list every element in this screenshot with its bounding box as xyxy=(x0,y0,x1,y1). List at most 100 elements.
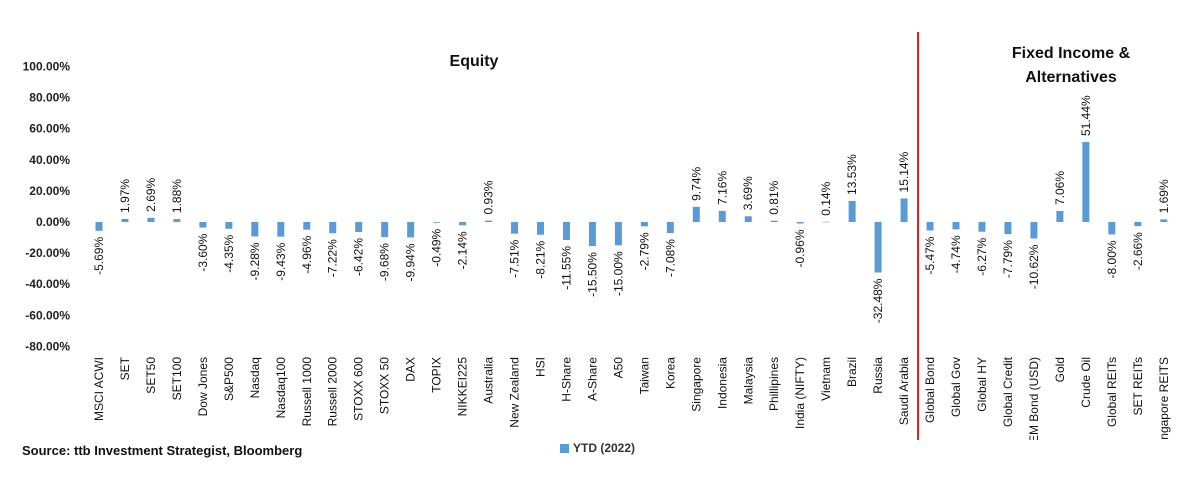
bar xyxy=(744,216,752,222)
legend-swatch xyxy=(560,443,569,453)
bar xyxy=(355,222,363,232)
bar xyxy=(407,222,415,238)
data-label: -15.00% xyxy=(611,251,625,296)
data-label: -7.08% xyxy=(663,239,677,277)
data-label: -0.49% xyxy=(430,228,444,266)
bar xyxy=(692,206,700,222)
data-label: 0.14% xyxy=(819,181,833,215)
bar xyxy=(251,222,259,237)
bar xyxy=(1004,222,1012,235)
y-tick-label: -60.00% xyxy=(25,308,70,322)
bar xyxy=(900,198,908,222)
data-label: 1.88% xyxy=(170,179,184,213)
bar xyxy=(978,222,986,232)
data-label: -7.79% xyxy=(1001,240,1015,278)
data-label: -9.68% xyxy=(378,243,392,281)
bar xyxy=(562,222,570,240)
legend: YTD (2022) xyxy=(560,441,635,455)
bars xyxy=(95,142,1168,273)
data-label: 0.81% xyxy=(767,180,781,214)
category-label: Singapore xyxy=(689,357,703,412)
y-tick-label: 0.00% xyxy=(36,215,70,229)
y-tick-label: -20.00% xyxy=(25,246,70,260)
bar xyxy=(874,222,882,273)
category-label: Russell 1000 xyxy=(300,357,314,427)
bar xyxy=(588,222,596,247)
data-label: -2.14% xyxy=(456,231,470,269)
bar xyxy=(1056,211,1064,222)
bar xyxy=(536,222,544,235)
category-label: Global HY xyxy=(975,357,989,412)
bar xyxy=(433,222,441,223)
data-label: -15.50% xyxy=(585,252,599,297)
data-label: 3.69% xyxy=(741,176,755,210)
bar xyxy=(614,222,622,246)
data-label: -4.74% xyxy=(949,235,963,273)
y-tick-label: -40.00% xyxy=(25,277,70,291)
data-label: -6.42% xyxy=(352,238,366,276)
category-label: Nasdaq100 xyxy=(274,357,288,419)
y-tick-label: 80.00% xyxy=(29,91,70,105)
data-label: -2.79% xyxy=(637,232,651,270)
data-label: -4.35% xyxy=(222,234,236,272)
bar xyxy=(822,221,830,223)
category-label: MSCI ACWI xyxy=(92,357,106,421)
category-label: TOPIX xyxy=(430,357,444,393)
bar xyxy=(796,222,804,224)
category-label: Phillipines xyxy=(767,357,781,411)
category-label: EM Bond (USD) xyxy=(1027,357,1041,440)
category-label: India (NIFTY) xyxy=(793,357,807,429)
data-label: 1.97% xyxy=(118,179,132,213)
category-label: A50 xyxy=(611,357,625,379)
data-label: 2.69% xyxy=(144,177,158,211)
category-label: SET50 xyxy=(144,357,158,394)
data-label: -5.47% xyxy=(923,236,937,274)
bar xyxy=(1082,142,1090,222)
bar xyxy=(770,220,778,222)
category-label: Gold xyxy=(1053,357,1067,382)
category-label: STOXX 600 xyxy=(352,357,366,421)
bar xyxy=(121,218,129,222)
data-label: 1.69% xyxy=(1157,179,1171,213)
data-label: 51.44% xyxy=(1079,95,1093,136)
bar xyxy=(303,222,311,230)
section-title-equity: Equity xyxy=(450,53,499,70)
bar xyxy=(511,222,519,234)
category-label: STOXX 50 xyxy=(378,357,392,414)
category-label: Nasdaq xyxy=(248,357,262,398)
data-label: -8.21% xyxy=(533,240,547,278)
category-label: SET REITs xyxy=(1131,357,1145,415)
bar xyxy=(329,222,337,234)
bar xyxy=(173,219,181,222)
bar xyxy=(95,222,103,231)
category-label: Global Gov xyxy=(949,357,963,417)
data-label: -10.62% xyxy=(1027,244,1041,289)
bar xyxy=(640,222,648,227)
data-labels: -5.69%1.97% 2.69% 1.88%-3.60% -4.35% -9.28% -… xyxy=(92,95,1171,323)
bar xyxy=(381,222,389,238)
source-note: Source: ttb Investment Strategist, Bloom… xyxy=(22,443,303,458)
data-label: -7.51% xyxy=(508,239,522,277)
category-label: Global Bond xyxy=(923,357,937,423)
data-label: 0.93% xyxy=(482,180,496,214)
category-label: Crude Oil xyxy=(1079,357,1093,408)
data-label: 15.14% xyxy=(897,151,911,192)
data-label: 13.53% xyxy=(845,154,859,195)
bar xyxy=(225,222,233,229)
bar-chart: 100.00% 80.00% 60.00% 40.00% 20.00% 0.00% -20.… xyxy=(23,32,1171,440)
data-label: 7.06% xyxy=(1053,171,1067,205)
y-tick-label: 20.00% xyxy=(29,184,70,198)
category-label: Indonesia xyxy=(715,357,729,409)
category-label: Brazil xyxy=(845,357,859,387)
y-axis: 100.00% 80.00% 60.00% 40.00% 20.00% 0.00% -20.… xyxy=(23,60,71,354)
category-label: Singapore REITS xyxy=(1157,357,1171,440)
bar xyxy=(1160,219,1168,222)
category-label: SET100 xyxy=(170,357,184,401)
bar xyxy=(718,210,726,222)
y-tick-label: 40.00% xyxy=(29,153,70,167)
bar xyxy=(459,222,467,226)
bar xyxy=(147,217,155,222)
category-label: SET xyxy=(118,356,132,380)
bar xyxy=(199,222,207,228)
category-label: Russell 2000 xyxy=(326,357,340,427)
